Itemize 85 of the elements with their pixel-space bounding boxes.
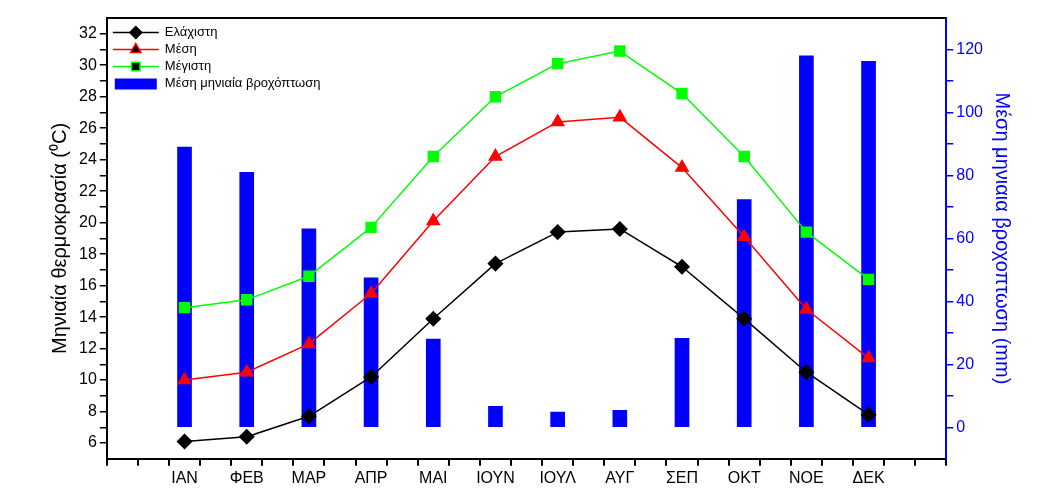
bar bbox=[239, 171, 255, 427]
x-tick-label: ΦΕΒ bbox=[229, 468, 264, 486]
x-tick-label: ΑΥΓ bbox=[605, 468, 635, 486]
bar bbox=[177, 146, 192, 427]
y-tick-label: 10 bbox=[79, 370, 97, 388]
bar bbox=[736, 199, 752, 427]
y2-tick-label: 80 bbox=[956, 165, 975, 183]
y2-tick-label: 0 bbox=[956, 417, 966, 435]
y-tick-label: 18 bbox=[79, 244, 97, 262]
x-tick-label: ΔΕΚ bbox=[852, 468, 885, 486]
bar bbox=[550, 411, 565, 427]
x-tick-label: ΙΟΥΛ bbox=[539, 468, 577, 486]
point bbox=[612, 221, 628, 237]
x-tick-label: ΝΟΕ bbox=[789, 468, 824, 486]
point bbox=[798, 364, 815, 380]
legend-label: Μέση μηνιαία βροχόπτωση bbox=[164, 75, 321, 91]
point bbox=[238, 429, 255, 445]
point bbox=[241, 294, 253, 306]
bar bbox=[425, 338, 441, 427]
point bbox=[549, 224, 566, 240]
point bbox=[177, 372, 192, 385]
point bbox=[487, 255, 504, 272]
y2-axis-title: Μέση μηνιαια βροχοπτωση (mm) bbox=[992, 92, 1015, 385]
y2-tick-label: 120 bbox=[956, 39, 984, 57]
y2-tick-label: 100 bbox=[956, 102, 984, 120]
y-tick-label: 24 bbox=[79, 150, 97, 168]
x-tick-label: ΜΑΡ bbox=[291, 468, 327, 486]
point bbox=[425, 310, 442, 327]
y-axis-title: Μηνιαία θερμοκρασία (⁰C) bbox=[47, 122, 70, 354]
point bbox=[614, 45, 626, 57]
y2-tick-label: 40 bbox=[956, 291, 975, 309]
y-tick-label: 12 bbox=[79, 339, 97, 357]
x-tick-label: ΟΚΤ bbox=[727, 468, 761, 486]
bar bbox=[488, 405, 503, 427]
bar bbox=[612, 409, 628, 427]
y-tick-label: 8 bbox=[87, 401, 97, 419]
y-tick-label: 26 bbox=[79, 118, 97, 136]
y2-tick-label: 20 bbox=[956, 354, 975, 372]
x-tick-label: ΑΠΡ bbox=[354, 468, 388, 486]
point bbox=[551, 57, 564, 70]
y-tick-label: 6 bbox=[87, 433, 97, 451]
point bbox=[736, 310, 752, 327]
bar bbox=[799, 55, 814, 427]
point bbox=[364, 285, 378, 298]
x-tick-label: ΙΑΝ bbox=[171, 468, 198, 486]
y-tick-label: 32 bbox=[79, 24, 97, 42]
y-tick-label: 30 bbox=[79, 55, 97, 73]
point bbox=[178, 301, 191, 314]
point bbox=[860, 406, 877, 423]
point bbox=[426, 213, 441, 226]
legend-label: Ελάχιστη bbox=[164, 24, 218, 40]
point bbox=[550, 114, 565, 127]
legend-label: Μέγιστη bbox=[164, 58, 212, 74]
point bbox=[303, 270, 315, 282]
point bbox=[363, 369, 379, 385]
point bbox=[365, 221, 377, 234]
point bbox=[737, 229, 752, 242]
point bbox=[427, 150, 439, 163]
bar bbox=[674, 337, 690, 427]
point bbox=[862, 273, 875, 286]
point bbox=[613, 109, 627, 122]
point bbox=[799, 301, 814, 314]
point bbox=[488, 148, 503, 161]
x-tick-label: ΜΑΙ bbox=[419, 468, 448, 486]
point bbox=[239, 364, 254, 377]
point bbox=[800, 226, 813, 238]
point bbox=[489, 91, 502, 103]
y-tick-label: 20 bbox=[79, 213, 97, 231]
y2-tick-label: 60 bbox=[956, 228, 975, 246]
legend-label: Μέση bbox=[164, 41, 197, 57]
y-tick-label: 22 bbox=[79, 181, 97, 199]
point bbox=[675, 159, 689, 172]
point bbox=[676, 87, 688, 100]
x-tick-label: ΣΕΠ bbox=[665, 468, 699, 486]
point bbox=[302, 336, 316, 349]
point bbox=[301, 408, 317, 425]
point bbox=[674, 258, 690, 275]
bar bbox=[861, 61, 876, 427]
y-tick-label: 14 bbox=[79, 307, 97, 325]
y-tick-label: 16 bbox=[79, 276, 97, 294]
point bbox=[738, 150, 750, 163]
x-tick-label: ΙΟΥΝ bbox=[476, 468, 515, 486]
point bbox=[176, 433, 193, 450]
point bbox=[861, 350, 876, 363]
y-tick-label: 28 bbox=[79, 87, 97, 105]
